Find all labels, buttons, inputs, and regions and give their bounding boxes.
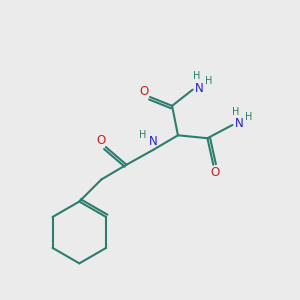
Text: O: O [96, 134, 105, 147]
Text: O: O [139, 85, 148, 98]
Text: H: H [232, 107, 240, 117]
Text: H: H [139, 130, 146, 140]
Text: H: H [205, 76, 213, 86]
Text: H: H [245, 112, 252, 122]
Text: O: O [210, 166, 219, 178]
Text: N: N [235, 117, 243, 130]
Text: N: N [195, 82, 203, 95]
Text: H: H [193, 71, 200, 81]
Text: N: N [148, 135, 157, 148]
